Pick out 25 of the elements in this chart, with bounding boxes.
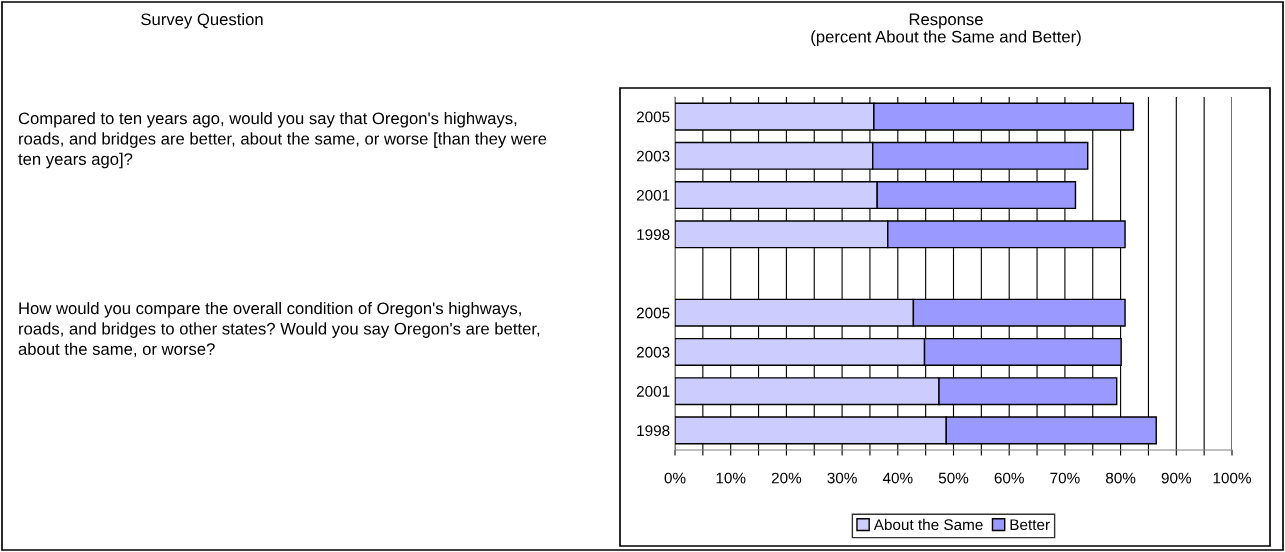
- y-tick-label: 1998: [637, 229, 670, 240]
- x-tick-label: 70%: [1050, 472, 1080, 484]
- x-tick-label: 10%: [716, 472, 746, 484]
- y-tick-label: 2003: [636, 346, 670, 358]
- text: How would you compare the overall condition of Oregon's highways, roads, and bridges to other states? Would you say Oregon's are better, about the same, or worse?: [18, 302, 540, 357]
- y-tick-label: 2005: [636, 307, 670, 319]
- x-tick-label: 30%: [827, 472, 857, 484]
- text: Compared to ten years ago, would you say that Oregon's highways, roads, and bridges are better, about the same, or worse [than they were ten years ago]?: [18, 112, 547, 169]
- text: Survey Question: [141, 13, 263, 29]
- y-tick-label: 2001: [636, 189, 670, 201]
- x-tick-label: 20%: [771, 472, 802, 484]
- x-tick-label: 100%: [1213, 472, 1251, 484]
- y-tick-label: 2001: [636, 386, 670, 397]
- y-tick-label: 2005: [636, 111, 670, 123]
- x-tick-label: 40%: [882, 472, 913, 484]
- legend-label: Better: [1010, 519, 1050, 531]
- chart-title: Response (percent About the Same and Better): [811, 13, 1081, 46]
- x-tick-label: 90%: [1161, 472, 1192, 484]
- y-tick-label: 2003: [636, 150, 670, 162]
- x-tick-label: 0%: [664, 472, 686, 484]
- x-tick-label: 50%: [938, 472, 969, 484]
- x-tick-label: 80%: [1105, 472, 1136, 484]
- y-tick-label: 1998: [637, 425, 670, 437]
- x-tick-label: 60%: [994, 472, 1024, 484]
- legend-label: About the Same: [873, 518, 983, 531]
